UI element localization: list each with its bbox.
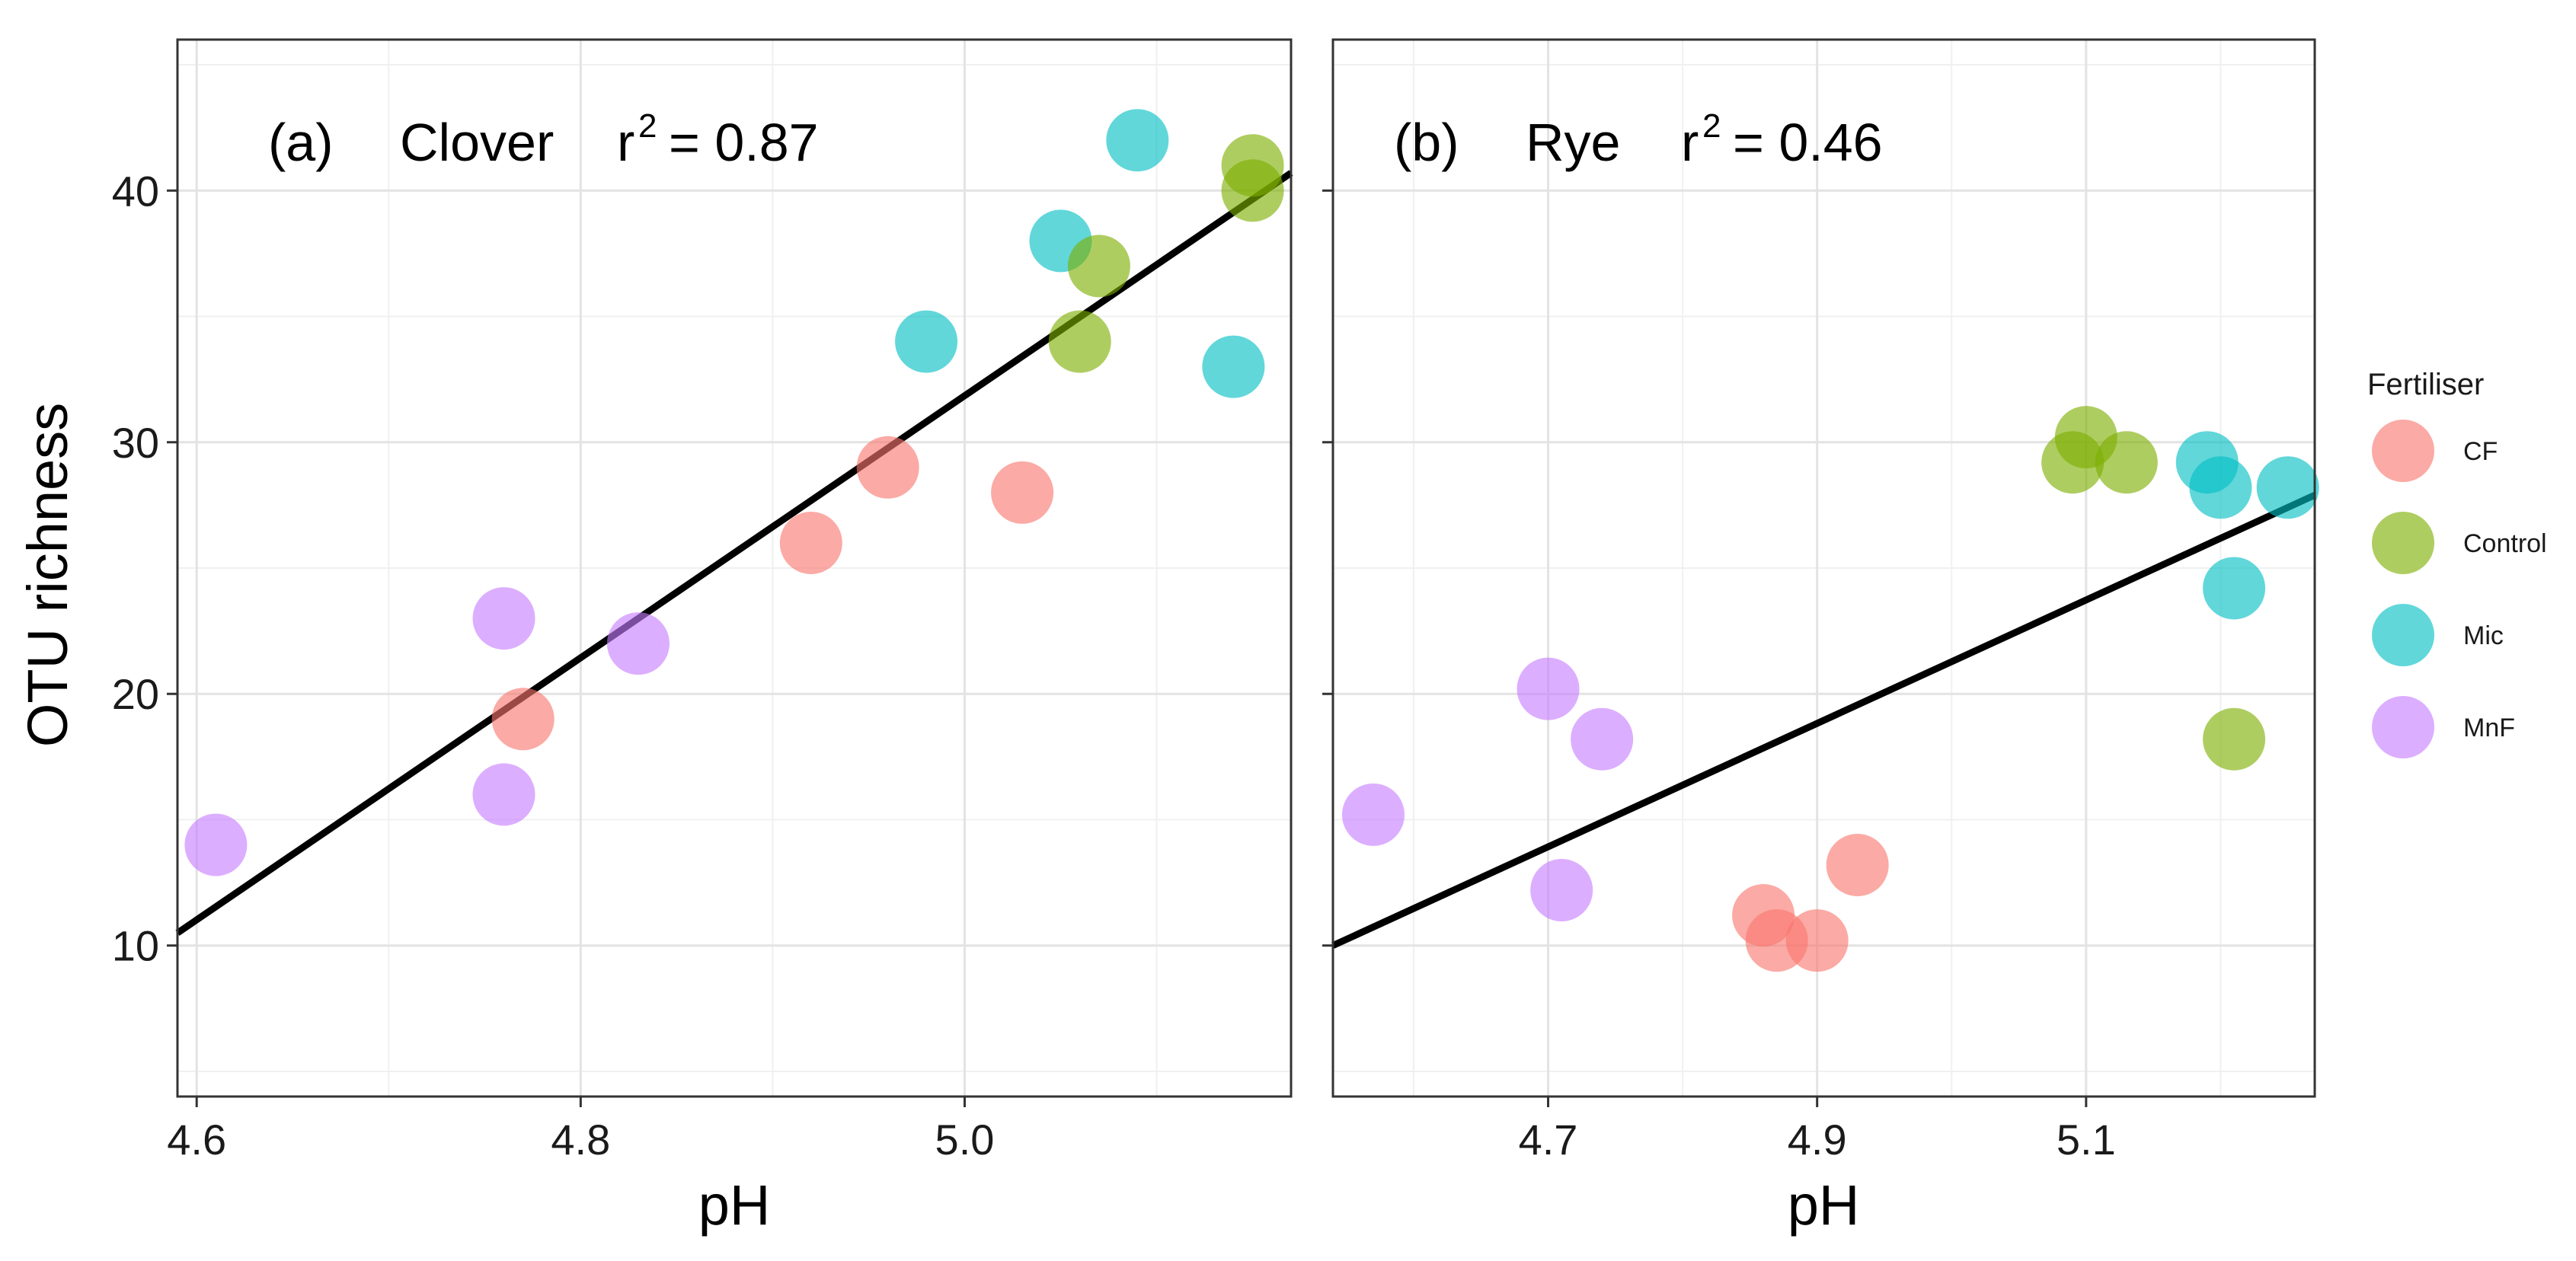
legend-key-control <box>2372 512 2434 574</box>
panel-a-x-tick-label: 5.0 <box>935 1116 995 1164</box>
panel-a-grid <box>177 40 1291 1097</box>
legend-label-cf: CF <box>2463 437 2498 466</box>
panel-b-crop: Rye <box>1526 113 1620 172</box>
panel-b-y-ticks <box>1322 189 1333 947</box>
legend: Fertiliser CF Control Mic MnF <box>2367 368 2547 758</box>
panel-a-x-axis-title: pH <box>698 1173 771 1237</box>
panel-b-point-mic <box>2256 456 2319 519</box>
panel-a-y-tick-label: 10 <box>112 922 159 970</box>
panel-a-point-cf <box>856 436 919 499</box>
panel-b-x-tick-label: 5.1 <box>2057 1116 2116 1164</box>
legend-label-control: Control <box>2463 529 2547 558</box>
panel-b-point-control <box>2203 707 2266 771</box>
panel-a-point-mnf <box>184 813 248 876</box>
panel-a-point-mnf <box>472 587 535 650</box>
panel-a-point-cf <box>491 688 555 751</box>
panel-a-fit-line-group <box>175 170 1293 936</box>
legend-label-mnf: MnF <box>2463 714 2515 742</box>
legend-label-mic: Mic <box>2463 621 2504 650</box>
panel-a-fit-line <box>175 170 1293 936</box>
panel-a-point-mnf <box>606 612 670 675</box>
panel-b-r2-value: = 0.46 <box>1733 113 1883 172</box>
panel-b-point-mnf <box>1341 783 1405 846</box>
panel-a-point-mnf <box>472 763 535 826</box>
panel-a-r2-symbol: r <box>617 113 634 172</box>
panel-b-x-axis-title: pH <box>1788 1173 1860 1237</box>
panel-a-r2-exponent: 2 <box>638 107 657 145</box>
panel-b-point-control <box>2095 431 2158 494</box>
legend-key-mic <box>2372 604 2434 666</box>
panel-b-fit-line <box>1331 492 2316 949</box>
panel-a-label: (a) <box>268 113 334 172</box>
y-axis-title: OTU richness <box>16 403 79 747</box>
panel-a-x-ticks: 4.6 4.8 5.0 <box>167 1097 994 1164</box>
legend-entries: CF Control Mic MnF <box>2372 420 2547 758</box>
panel-b-fit-line-group <box>1331 492 2316 949</box>
panel-b-r2-symbol: r <box>1681 113 1699 172</box>
panel-a-x-tick-label: 4.6 <box>167 1116 226 1164</box>
panel-b-point-mnf <box>1530 859 1593 922</box>
panel-a-border <box>176 38 1293 1098</box>
panel-a-point-cf <box>991 461 1054 524</box>
panel-b-point-cf <box>1826 833 1889 896</box>
panel-a-y-tick-label: 30 <box>112 419 159 467</box>
panel-b: 4.7 4.9 5.1 (b) Rye r 2 = 0.46 pH <box>1322 38 2319 1237</box>
legend-key-cf <box>2372 420 2434 482</box>
panel-a-point-mic <box>1106 109 1169 172</box>
panel-b-point-mic <box>2189 456 2252 519</box>
panel-b-x-tick-label: 4.9 <box>1788 1116 1847 1164</box>
panel-a-y-tick-label: 20 <box>112 670 159 718</box>
panel-a-points <box>184 109 1284 876</box>
panel-b-points <box>1341 406 2319 972</box>
panel-b-point-mnf <box>1517 657 1580 720</box>
panel-b-border <box>1331 38 2316 1098</box>
panel-b-x-ticks: 4.7 4.9 5.1 <box>1519 1097 2116 1164</box>
panel-a-crop: Clover <box>400 113 554 172</box>
panel-b-x-tick-label: 4.7 <box>1519 1116 1578 1164</box>
panel-b-point-cf <box>1785 909 1849 972</box>
legend-title: Fertiliser <box>2367 368 2484 401</box>
panel-b-label: (b) <box>1394 113 1459 172</box>
panel-a-point-control <box>1067 235 1130 298</box>
panel-a-point-cf <box>779 511 842 574</box>
panel-a-point-control <box>1048 310 1111 373</box>
panel-a: 10 20 30 40 4.6 4.8 5.0 (a) Clover r 2 = 0.87… <box>112 38 1293 1237</box>
panel-b-grid <box>1333 40 2315 1097</box>
panel-a-y-tick-label: 40 <box>112 167 159 215</box>
panel-a-point-control <box>1221 159 1284 222</box>
panel-a-point-mic <box>1202 335 1265 398</box>
panel-b-r2-exponent: 2 <box>1702 107 1721 145</box>
panel-b-point-mnf <box>1571 707 1634 771</box>
panel-a-r2-value: = 0.87 <box>669 113 819 172</box>
panel-b-point-mic <box>2203 557 2266 620</box>
panel-a-point-mic <box>895 310 958 373</box>
legend-key-mnf <box>2372 696 2434 758</box>
panel-a-x-tick-label: 4.8 <box>551 1116 610 1164</box>
panel-a-y-ticks: 10 20 30 40 <box>112 167 177 970</box>
